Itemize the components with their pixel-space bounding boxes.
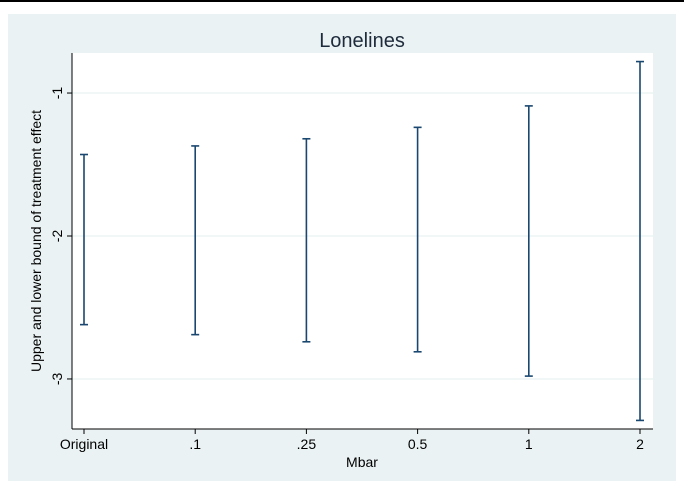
y-tick-label: -1	[49, 87, 65, 100]
y-tick-label: -2	[49, 230, 65, 243]
x-tick-label: 2	[636, 436, 644, 452]
range-bars	[80, 60, 644, 422]
gridlines	[72, 92, 653, 380]
y-axis-label: Upper and lower bound of treatment effec…	[28, 110, 44, 372]
chart-title: Lonelines	[319, 30, 405, 52]
range-bar	[80, 153, 88, 326]
range-bar	[524, 105, 533, 377]
x-axis-label: Mbar	[346, 454, 378, 470]
x-axis-ticks: Original .1 .25 0.5 1 2	[60, 429, 644, 452]
x-tick-label: 1	[525, 436, 533, 452]
top-border-line	[0, 0, 684, 2]
plot-area	[72, 53, 653, 429]
range-bar	[413, 126, 422, 353]
x-tick-label: .1	[189, 436, 201, 452]
x-tick-label: .25	[297, 436, 317, 452]
x-tick-label: 0.5	[408, 436, 428, 452]
x-tick-label: Original	[60, 436, 108, 452]
range-bar	[636, 60, 644, 422]
y-tick-label: -3	[49, 373, 65, 386]
y-axis-ticks: -3 -2 -1	[49, 87, 72, 386]
range-bar	[191, 145, 200, 336]
range-bar	[302, 137, 311, 343]
